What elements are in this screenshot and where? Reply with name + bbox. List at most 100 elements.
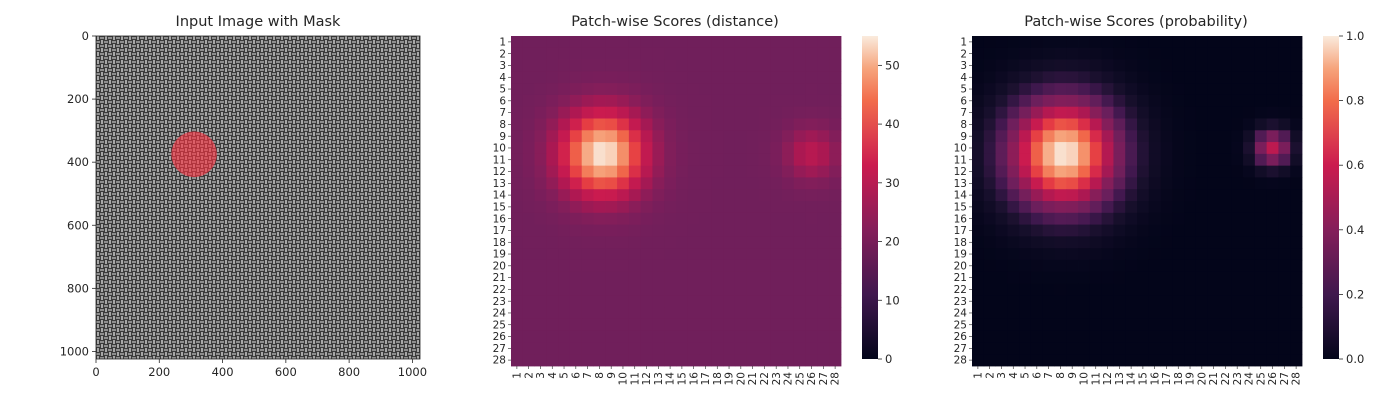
distance-cell	[558, 318, 571, 332]
probability-cell	[1125, 236, 1138, 249]
distance-cell	[569, 118, 583, 131]
distance-cell	[746, 189, 759, 202]
distance-cell	[793, 36, 807, 49]
distance-cell	[734, 201, 748, 214]
probability-cell	[1160, 106, 1173, 119]
probability-cell	[1231, 342, 1244, 355]
distance-cell	[593, 224, 606, 237]
distance-cell	[782, 259, 795, 273]
distance-cell	[734, 142, 748, 155]
distance-cell	[723, 318, 736, 332]
distance-cell	[699, 94, 712, 108]
distance-cell	[793, 236, 807, 249]
probability-cell	[1066, 94, 1079, 108]
distance-cell	[593, 342, 606, 355]
probability-cell	[1148, 36, 1161, 49]
probability-cell	[1254, 342, 1268, 355]
probability-y-tick-label: 13	[954, 178, 967, 190]
distance-cell	[699, 283, 712, 296]
probability-cell	[1254, 271, 1268, 284]
probability-cell	[1007, 248, 1020, 261]
probability-cell	[1160, 130, 1173, 143]
probability-cell	[1278, 248, 1291, 261]
probability-cell	[1207, 83, 1220, 96]
probability-cell	[1172, 212, 1185, 225]
distance-cell	[581, 47, 594, 60]
distance-cell	[546, 71, 559, 84]
distance-cell	[770, 106, 783, 119]
distance-cell	[782, 177, 795, 190]
distance-cell	[746, 118, 759, 131]
distance-cell	[605, 342, 618, 355]
distance-cell	[805, 71, 818, 84]
distance-cell	[628, 224, 642, 237]
distance-cell	[687, 201, 700, 214]
distance-cell	[817, 295, 830, 308]
probability-cell	[972, 271, 985, 284]
probability-cell	[1137, 71, 1150, 84]
probability-cell	[1195, 36, 1209, 49]
probability-cell	[1007, 318, 1020, 332]
distance-cell	[569, 177, 583, 190]
probability-cell	[1160, 71, 1173, 84]
probability-cell	[1148, 236, 1161, 249]
image-x-tick-label: 400	[212, 365, 234, 379]
probability-cell	[1184, 212, 1197, 225]
distance-cell	[534, 71, 547, 84]
distance-cell	[829, 71, 842, 84]
probability-cell	[1007, 295, 1020, 308]
probability-cell	[1184, 71, 1197, 84]
distance-cell	[758, 130, 771, 143]
distance-cell	[628, 236, 642, 249]
distance-cell	[617, 189, 630, 202]
image-x-tick-label: 600	[275, 365, 297, 379]
probability-cell	[1078, 189, 1091, 202]
probability-colorbar-tick-label: 0.4	[1346, 223, 1364, 237]
distance-cell	[734, 189, 748, 202]
probability-cell	[1254, 224, 1268, 237]
distance-cell	[676, 224, 689, 237]
probability-cell	[1078, 59, 1091, 72]
image-y-tick-label: 400	[67, 155, 89, 169]
distance-cell	[723, 212, 736, 225]
probability-cell	[1195, 94, 1209, 108]
probability-cell	[1160, 318, 1173, 332]
distance-cell	[640, 283, 653, 296]
distance-cell	[558, 118, 571, 131]
distance-cell	[817, 142, 830, 155]
distance-cell	[558, 271, 571, 284]
probability-cell	[972, 236, 985, 249]
distance-cell	[687, 130, 700, 143]
probability-cell	[1254, 189, 1268, 202]
probability-cell	[1160, 224, 1173, 237]
distance-cell	[652, 318, 665, 332]
distance-cell	[829, 47, 842, 60]
probability-cell	[1019, 224, 1032, 237]
probability-cell	[995, 94, 1008, 108]
probability-cell	[1054, 106, 1067, 119]
distance-cell	[829, 307, 842, 320]
probability-cell	[1207, 342, 1220, 355]
distance-cell	[546, 106, 559, 119]
fabric-image	[96, 36, 420, 359]
distance-cell	[734, 318, 748, 332]
distance-cell	[687, 189, 700, 202]
distance-cell	[628, 259, 642, 273]
probability-cell	[1184, 201, 1197, 214]
distance-cell	[687, 248, 700, 261]
probability-cell	[1290, 201, 1303, 214]
probability-cell	[972, 248, 985, 261]
distance-cell	[746, 318, 759, 332]
probability-cell	[983, 118, 996, 131]
distance-cell	[746, 201, 759, 214]
distance-cell	[817, 224, 830, 237]
distance-cell	[593, 153, 606, 167]
probability-cell	[1007, 330, 1020, 343]
distance-cell	[817, 259, 830, 273]
probability-cell	[1148, 212, 1161, 225]
probability-cell	[1007, 153, 1020, 167]
distance-colorbar-tick-label: 0	[885, 352, 892, 366]
probability-cell	[983, 307, 996, 320]
probability-cell	[1148, 153, 1161, 167]
distance-cell	[534, 342, 547, 355]
